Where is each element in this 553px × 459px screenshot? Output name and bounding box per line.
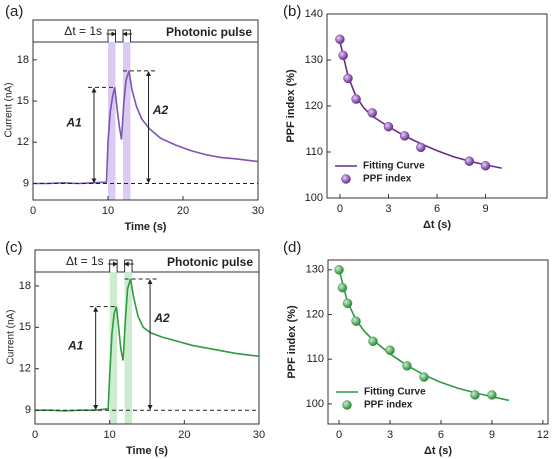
data-point xyxy=(368,336,378,347)
x-tick-label: 10 xyxy=(104,429,116,441)
legend-label: PPF index xyxy=(363,174,412,185)
legend-label: Fitting Curve xyxy=(363,161,425,172)
x-tick-label: 30 xyxy=(252,205,264,217)
panel-label: (c) xyxy=(5,239,23,256)
x-tick-label: 20 xyxy=(178,429,190,441)
data-point xyxy=(419,372,429,382)
y-tick-label: 9 xyxy=(23,177,29,189)
annotation: Δt = 1s xyxy=(64,24,102,38)
data-point xyxy=(342,298,353,309)
data-point xyxy=(338,50,348,61)
data-point xyxy=(399,131,410,141)
y-axis-label: PPF index (%) xyxy=(285,69,297,143)
y-tick-label: 9 xyxy=(25,404,31,416)
data-point xyxy=(487,390,497,400)
legend-label: PPF index xyxy=(364,400,413,411)
y-tick-label: 130 xyxy=(305,54,323,66)
x-tick-label: 9 xyxy=(489,429,495,441)
x-tick-label: 6 xyxy=(434,203,440,215)
x-tick-label: 0 xyxy=(336,429,342,441)
pulse-train xyxy=(33,29,258,43)
panel-label: (a) xyxy=(5,3,23,20)
pulse-train xyxy=(35,259,259,273)
x-tick-label: 0 xyxy=(32,429,38,441)
legend-label: Fitting Curve xyxy=(364,387,426,398)
annotation: A1 xyxy=(67,339,84,353)
panel-label: (d) xyxy=(283,239,301,256)
pulse-shade xyxy=(108,42,116,200)
pulse-shade xyxy=(109,272,118,424)
annotation: Photonic pulse xyxy=(166,25,252,39)
plot-frame xyxy=(326,13,548,199)
y-tick-label: 120 xyxy=(306,308,324,320)
legend-swatch xyxy=(341,174,351,184)
y-tick-label: 110 xyxy=(305,146,323,158)
y-tick-label: 140 xyxy=(305,8,323,20)
annotation: Photonic pulse xyxy=(167,255,253,269)
data-point xyxy=(464,156,475,166)
data-point xyxy=(385,345,395,356)
annotation: A1 xyxy=(65,116,82,130)
x-axis-label: Time (s) xyxy=(126,445,168,457)
x-tick-label: 12 xyxy=(537,429,549,441)
x-tick-label: 3 xyxy=(385,203,391,215)
data-point xyxy=(416,142,426,153)
plot-frame xyxy=(32,19,259,201)
x-axis-label: Δt (s) xyxy=(423,219,451,231)
data-point xyxy=(351,316,361,326)
x-axis-label: Δt (s) xyxy=(424,445,452,457)
x-tick-label: 20 xyxy=(177,205,189,217)
annotation: A2 xyxy=(153,311,170,325)
y-axis-label: Current (nA) xyxy=(4,82,15,137)
data-point xyxy=(480,161,491,171)
annotation: Δt = 1s xyxy=(66,254,104,268)
y-tick-label: 15 xyxy=(17,95,29,107)
y-axis-label: Current (nA) xyxy=(6,309,17,364)
y-tick-label: 110 xyxy=(306,353,324,365)
data-point xyxy=(367,108,378,118)
x-tick-label: 6 xyxy=(438,429,444,441)
y-axis-label: PPF index (%) xyxy=(286,305,298,379)
annotation: A2 xyxy=(152,103,169,117)
y-tick-label: 100 xyxy=(305,192,323,204)
x-tick-label: 3 xyxy=(387,429,393,441)
data-point xyxy=(334,265,344,275)
y-tick-label: 12 xyxy=(17,136,29,148)
y-tick-label: 15 xyxy=(19,321,31,333)
data-point xyxy=(335,34,345,45)
panel-label: (b) xyxy=(283,3,301,20)
x-axis-label: Time (s) xyxy=(125,221,167,233)
x-tick-label: 0 xyxy=(30,205,36,217)
plot-frame xyxy=(327,259,549,425)
y-tick-label: 100 xyxy=(306,398,324,410)
y-tick-label: 120 xyxy=(305,100,323,112)
y-tick-label: 130 xyxy=(306,264,324,276)
data-point xyxy=(470,390,480,400)
y-tick-label: 18 xyxy=(19,280,31,292)
pulse-shade xyxy=(124,272,133,424)
y-tick-label: 12 xyxy=(19,363,31,375)
x-tick-label: 10 xyxy=(102,205,114,217)
plot-frame xyxy=(34,249,260,425)
x-tick-label: 0 xyxy=(337,203,343,215)
x-tick-label: 30 xyxy=(253,429,265,441)
data-point xyxy=(343,73,353,84)
data-point xyxy=(351,94,361,104)
data-point xyxy=(402,361,412,371)
data-point xyxy=(337,282,348,293)
pulse-shade xyxy=(123,42,131,200)
data-point xyxy=(383,121,394,132)
legend-swatch xyxy=(342,400,352,410)
y-tick-label: 18 xyxy=(17,54,29,66)
x-tick-label: 9 xyxy=(482,203,488,215)
data-line xyxy=(33,70,259,185)
